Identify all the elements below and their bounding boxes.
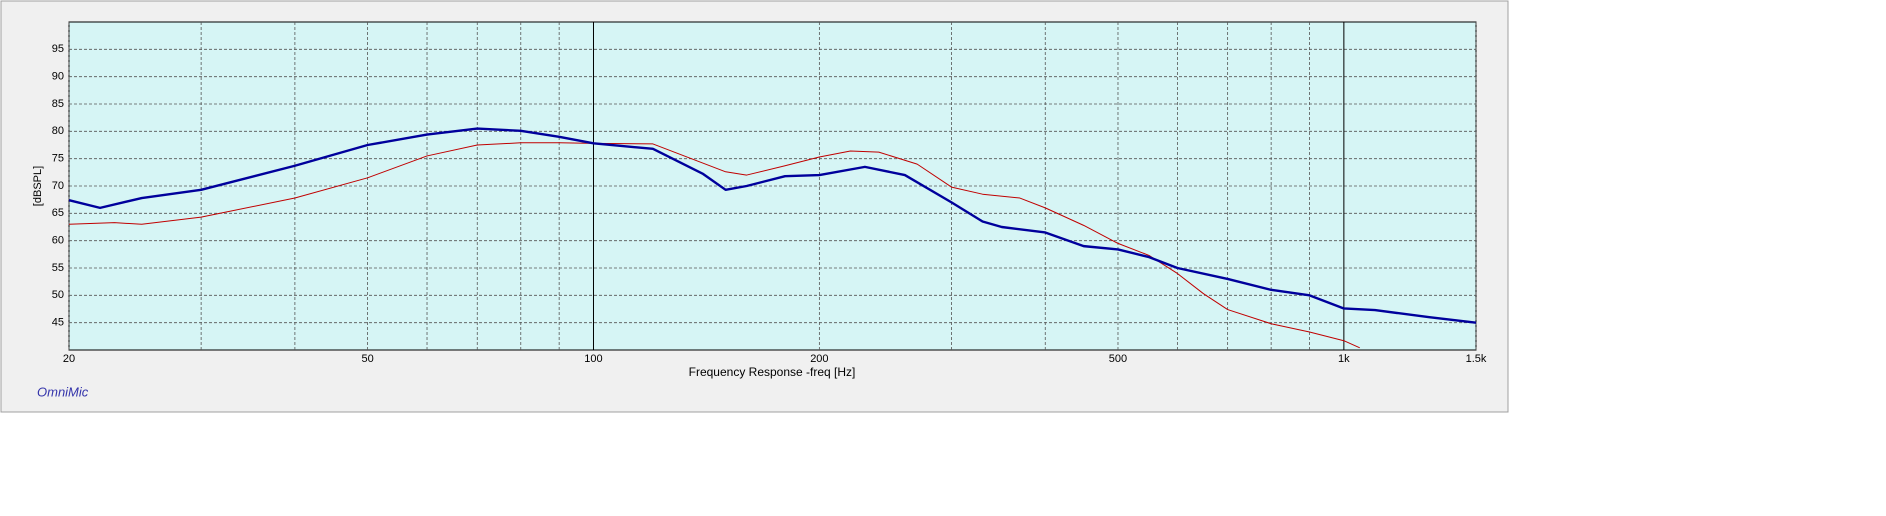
series-line [68,127,1477,324]
y-tick-label: 80 [52,125,64,137]
x-axis-label: Frequency Response -freq [Hz] [689,365,856,379]
y-tick-label: 90 [52,71,64,83]
x-tick-label: 1k [1338,353,1350,365]
x-tick-label: 200 [810,353,828,365]
y-tick-label: 75 [52,153,64,165]
y-tick-label: 60 [52,235,64,247]
y-tick-label: 55 [52,262,64,274]
x-tick-label: 100 [584,353,602,365]
y-tick-label: 85 [52,98,64,110]
x-tick-label: 1.5k [1466,353,1487,365]
y-tick-label: 50 [52,289,64,301]
x-tick-label: 500 [1109,353,1127,365]
y-tick-label: 95 [52,43,64,55]
x-tick-label: 20 [63,353,75,365]
y-tick-label: 70 [52,180,64,192]
series-line [68,142,1360,349]
watermark: OmniMic [37,384,89,399]
y-tick-label: 65 [52,207,64,219]
y-tick-label: 45 [52,317,64,329]
x-tick-label: 50 [361,353,373,365]
y-axis-label: [dBSPL] [32,166,44,206]
